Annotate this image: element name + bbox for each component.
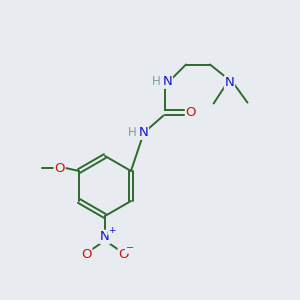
Text: N: N bbox=[139, 126, 148, 139]
Text: H: H bbox=[152, 75, 161, 88]
Text: −: − bbox=[125, 243, 134, 253]
Text: O: O bbox=[54, 161, 65, 175]
Text: H: H bbox=[128, 126, 137, 139]
Text: O: O bbox=[118, 248, 129, 261]
Text: O: O bbox=[185, 106, 196, 119]
Text: N: N bbox=[225, 76, 234, 89]
Text: +: + bbox=[108, 226, 116, 235]
Text: O: O bbox=[81, 248, 92, 261]
Text: N: N bbox=[163, 75, 172, 88]
Text: N: N bbox=[100, 230, 110, 244]
